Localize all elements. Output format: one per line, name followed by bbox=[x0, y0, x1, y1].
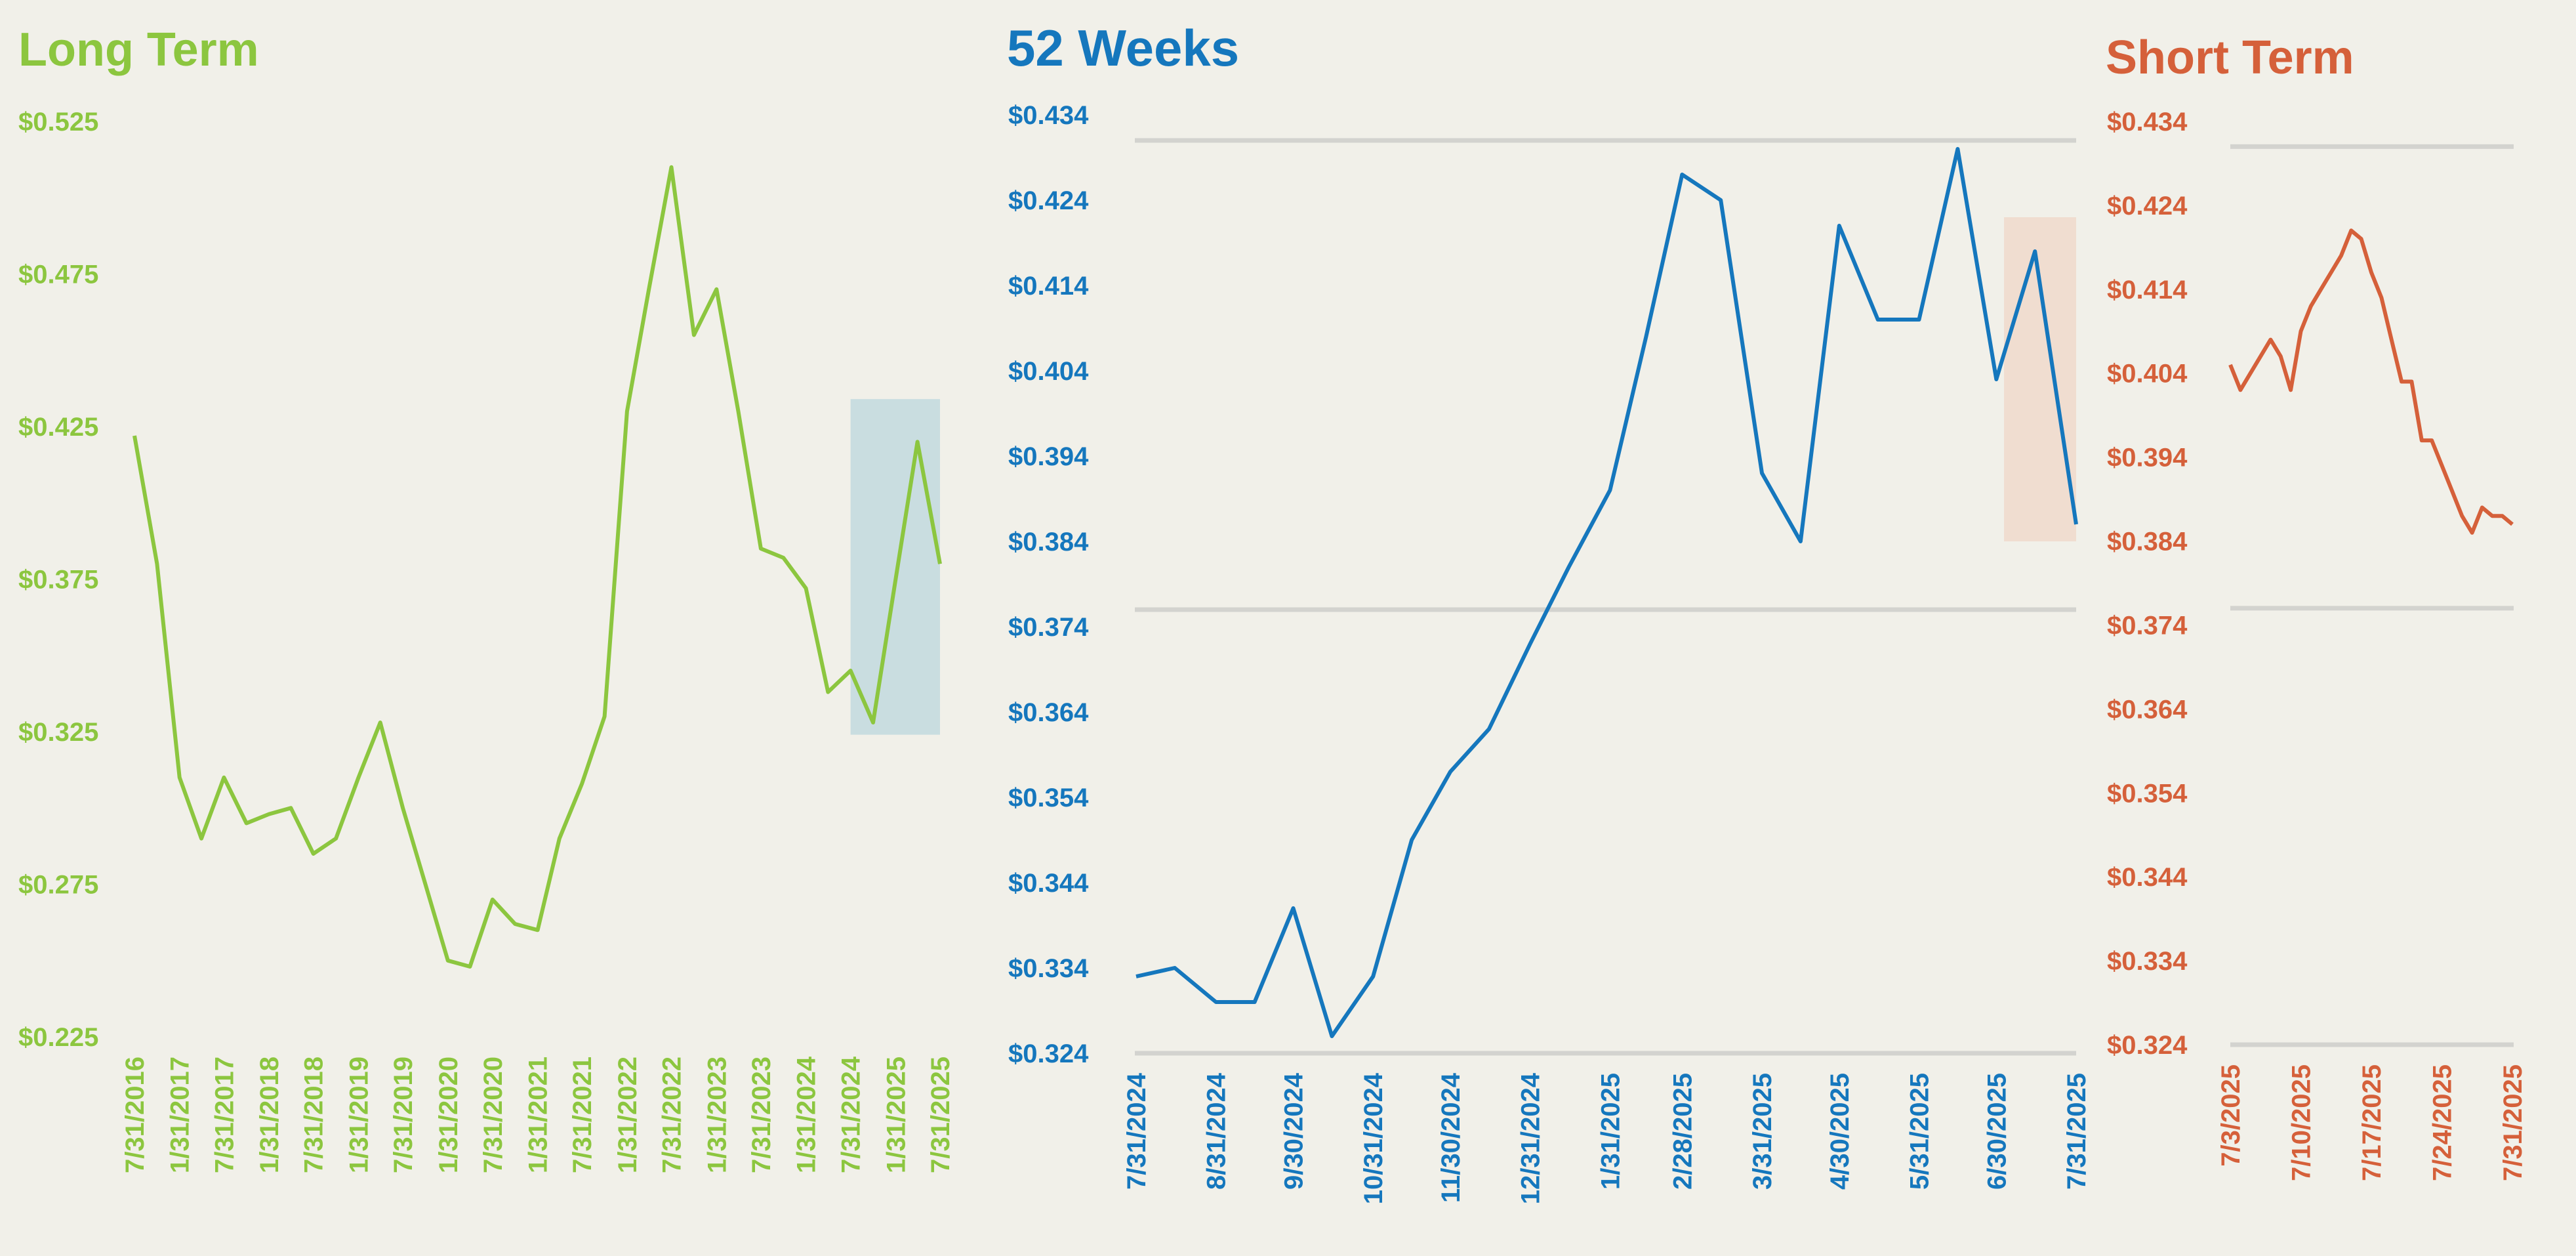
x-tick-label: 6/30/2025 bbox=[1982, 1073, 2011, 1190]
x-tick-label: 8/31/2024 bbox=[1202, 1072, 1231, 1190]
x-tick-label: 7/31/2017 bbox=[210, 1057, 239, 1173]
x-tick-label: 7/24/2025 bbox=[2428, 1064, 2457, 1181]
y-tick-label: $0.225 bbox=[18, 1023, 98, 1052]
y-tick-label: $0.404 bbox=[1008, 357, 1089, 386]
x-tick-label: 7/31/2025 bbox=[926, 1057, 955, 1173]
y-tick-label: $0.324 bbox=[2107, 1031, 2188, 1060]
x-tick-label: 9/30/2024 bbox=[1279, 1072, 1308, 1190]
x-tick-label: 1/31/2025 bbox=[882, 1057, 910, 1173]
y-tick-label: $0.344 bbox=[2107, 863, 2188, 892]
y-tick-label: $0.364 bbox=[2107, 695, 2188, 724]
x-tick-label: 4/30/2025 bbox=[1826, 1073, 1854, 1190]
x-tick-label: 7/31/2025 bbox=[2062, 1073, 2091, 1190]
y-tick-label: $0.324 bbox=[1008, 1039, 1089, 1068]
x-tick-label: 1/31/2025 bbox=[1596, 1073, 1625, 1190]
y-tick-label: $0.404 bbox=[2107, 360, 2188, 388]
x-tick-label: 7/31/2023 bbox=[747, 1057, 776, 1173]
y-tick-label: $0.475 bbox=[18, 261, 98, 289]
y-tick-label: $0.394 bbox=[1008, 442, 1089, 471]
chart-1: Long Term $0.525 $0.475 $0.425 $0.375 $0.325 $… bbox=[18, 24, 955, 1173]
y-tick-label: $0.425 bbox=[18, 413, 98, 442]
y-tick-label: $0.354 bbox=[1008, 784, 1089, 812]
x-tick-label: 7/31/2024 bbox=[1122, 1072, 1151, 1190]
x-tick-label: 7/31/2024 bbox=[837, 1056, 866, 1173]
y-tick-label: $0.384 bbox=[2107, 528, 2188, 556]
y-tick-label: $0.374 bbox=[2107, 611, 2188, 640]
y-tick-label: $0.525 bbox=[18, 108, 98, 136]
chart-title: Short Term bbox=[2106, 31, 2354, 84]
y-tick-label: $0.384 bbox=[1008, 528, 1089, 556]
x-tick-label: 1/31/2022 bbox=[613, 1057, 642, 1173]
y-tick-label: $0.275 bbox=[18, 871, 98, 900]
y-tick-label: $0.334 bbox=[1008, 954, 1089, 983]
highlight-region bbox=[850, 399, 940, 735]
y-tick-label: $0.434 bbox=[1008, 101, 1089, 130]
y-tick-label: $0.325 bbox=[18, 718, 98, 747]
x-tick-label: 10/31/2024 bbox=[1359, 1072, 1388, 1204]
highlight-region bbox=[2004, 217, 2076, 541]
x-tick-label: 7/17/2025 bbox=[2358, 1064, 2386, 1181]
y-tick-label: $0.424 bbox=[2107, 192, 2188, 220]
y-tick-label: $0.414 bbox=[1008, 272, 1089, 301]
y-tick-label: $0.344 bbox=[1008, 869, 1089, 898]
x-tick-label: 7/31/2019 bbox=[389, 1057, 418, 1173]
series-line bbox=[1135, 147, 2078, 1038]
x-tick-label: 12/31/2024 bbox=[1517, 1072, 1545, 1204]
y-tick-label: $0.364 bbox=[1008, 698, 1089, 727]
x-tick-label: 7/31/2025 bbox=[2499, 1064, 2527, 1181]
y-tick-label: $0.374 bbox=[1008, 613, 1089, 642]
x-tick-label: 1/31/2024 bbox=[792, 1056, 821, 1173]
series-line bbox=[2228, 228, 2514, 535]
chart-title: 52 Weeks bbox=[1007, 19, 1239, 77]
x-tick-label: 7/10/2025 bbox=[2287, 1064, 2316, 1181]
chart-3: Short Term $0.434 $0.424 $0.414 $0.404 $0.394… bbox=[2106, 31, 2527, 1181]
y-tick-label: $0.424 bbox=[1008, 186, 1089, 215]
y-tick-label: $0.375 bbox=[18, 566, 98, 595]
x-tick-label: 7/31/2021 bbox=[568, 1057, 597, 1173]
x-tick-label: 2/28/2025 bbox=[1668, 1073, 1697, 1190]
x-tick-label: 1/31/2021 bbox=[524, 1057, 553, 1173]
x-tick-label: 7/31/2016 bbox=[121, 1057, 150, 1173]
x-tick-label: 7/31/2018 bbox=[300, 1057, 329, 1173]
series-line bbox=[133, 165, 942, 969]
y-tick-label: $0.414 bbox=[2107, 276, 2188, 304]
chart-title: Long Term bbox=[18, 24, 259, 76]
x-tick-label: 1/31/2020 bbox=[434, 1057, 463, 1173]
x-tick-label: 7/31/2022 bbox=[658, 1057, 687, 1173]
y-tick-label: $0.354 bbox=[2107, 779, 2188, 808]
x-tick-label: 1/31/2017 bbox=[166, 1057, 195, 1173]
x-tick-label: 1/31/2019 bbox=[344, 1057, 373, 1173]
x-tick-label: 3/31/2025 bbox=[1748, 1073, 1777, 1190]
chart-2: 52 Weeks $0.434 $0.424 $0.414 $0.404 $0.394 $0… bbox=[1007, 19, 2091, 1204]
x-tick-label: 7/3/2025 bbox=[2217, 1064, 2245, 1167]
y-tick-label: $0.334 bbox=[2107, 947, 2188, 976]
y-tick-label: $0.434 bbox=[2107, 108, 2188, 136]
x-tick-label: 1/31/2018 bbox=[255, 1057, 284, 1173]
x-tick-label: 1/31/2023 bbox=[703, 1057, 731, 1173]
x-tick-label: 11/30/2024 bbox=[1437, 1072, 1465, 1203]
x-tick-label: 5/31/2025 bbox=[1906, 1073, 1934, 1190]
x-tick-label: 7/31/2020 bbox=[479, 1057, 508, 1173]
y-tick-label: $0.394 bbox=[2107, 444, 2188, 472]
